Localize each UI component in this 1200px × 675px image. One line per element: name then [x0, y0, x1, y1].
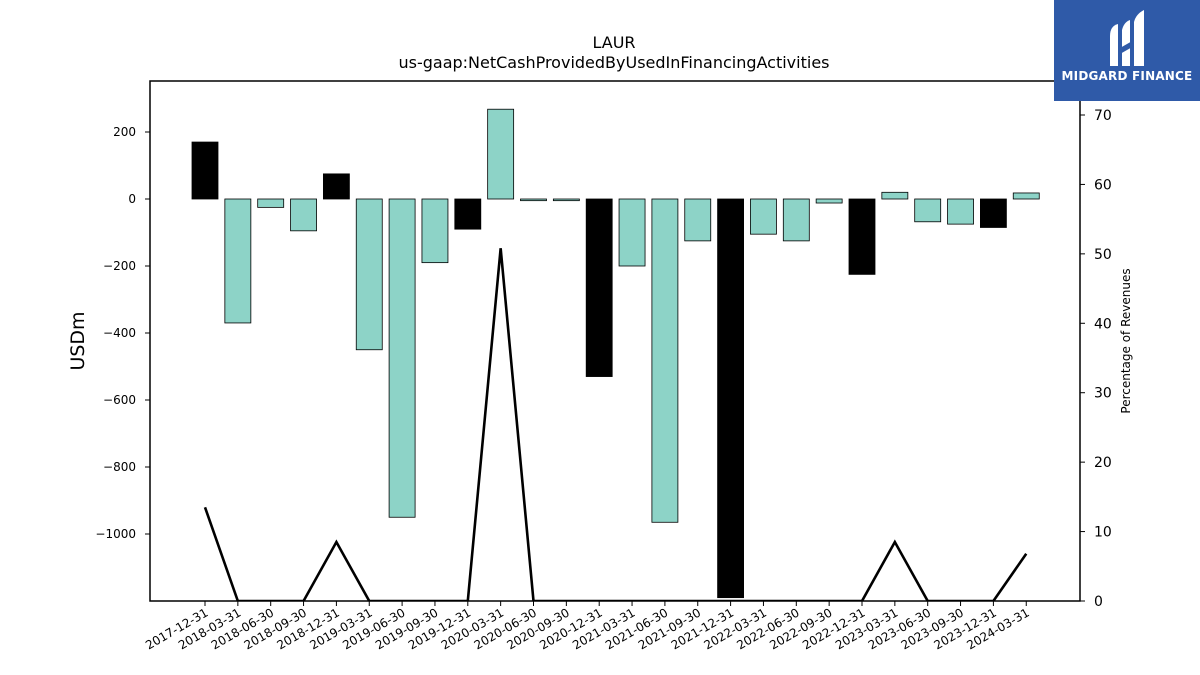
bar — [552, 198, 580, 202]
y-tick-label: −200 — [103, 259, 136, 273]
bar — [388, 198, 416, 518]
brand-name: MIDGARD FINANCE — [1061, 69, 1193, 83]
bar — [454, 198, 482, 230]
bar — [618, 198, 646, 267]
chart-title: LAUR — [592, 33, 635, 52]
brand-mark-icon — [1110, 10, 1144, 66]
bar — [980, 198, 1007, 228]
y-tick-label: 200 — [113, 125, 136, 139]
bar — [355, 198, 383, 351]
bar — [848, 198, 876, 275]
y2-tick-label: 10 — [1094, 525, 1112, 541]
bar — [520, 198, 547, 202]
y2-tick-label: 0 — [1094, 594, 1103, 610]
line-group — [203, 248, 1028, 601]
bar — [782, 198, 810, 242]
bar — [947, 198, 974, 225]
y-tick-label: −400 — [103, 326, 136, 340]
plot-frame — [149, 80, 1081, 602]
bars-group — [191, 108, 1040, 599]
series-line — [203, 248, 1028, 601]
bar — [585, 198, 613, 377]
y2-tick-label: 20 — [1094, 455, 1112, 471]
chart-subtitle: us-gaap:NetCashProvidedByUsedInFinancing… — [398, 53, 829, 72]
y2-tick-label: 60 — [1094, 177, 1112, 193]
bar — [191, 141, 219, 200]
y2-axis-label: Percentage of Revenues — [1119, 268, 1133, 413]
bar — [224, 198, 252, 324]
bar — [914, 198, 942, 223]
bar — [717, 198, 744, 599]
bar — [1012, 192, 1040, 200]
y-tick-label: −600 — [103, 393, 136, 407]
brand-logo: MIDGARD FINANCE — [1054, 0, 1200, 101]
bar — [487, 108, 515, 200]
bar — [421, 198, 449, 264]
bar — [651, 198, 679, 523]
y2-tick-label: 50 — [1094, 247, 1112, 263]
y-axis-label: USDm — [67, 311, 89, 370]
y2-tick-label: 30 — [1094, 386, 1112, 402]
bar — [750, 198, 777, 235]
bar — [290, 198, 317, 232]
y-tick-label: −800 — [103, 460, 136, 474]
bar — [881, 191, 909, 200]
y2-tick-label: 40 — [1094, 316, 1112, 332]
y-tick-label: 0 — [128, 192, 136, 206]
bar — [684, 198, 712, 242]
bar — [815, 198, 843, 204]
bar — [257, 198, 285, 208]
y2-tick-label: 70 — [1094, 108, 1112, 124]
bar — [322, 173, 350, 200]
y-tick-label: −1000 — [95, 527, 136, 541]
